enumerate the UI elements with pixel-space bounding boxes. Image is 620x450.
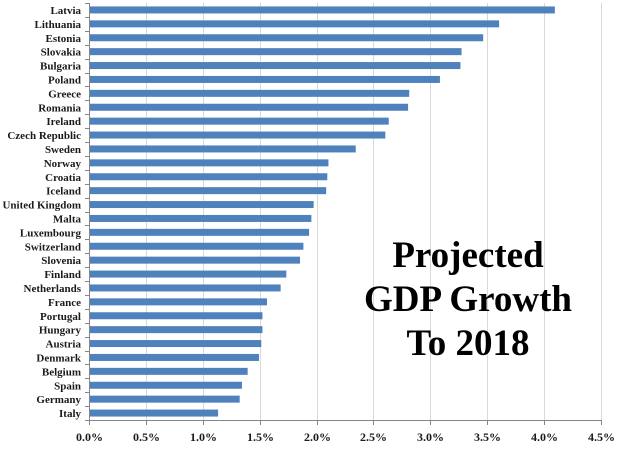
category-label: Belgium xyxy=(42,366,81,378)
bar xyxy=(89,145,356,153)
category-label: Slovenia xyxy=(41,255,81,267)
bar xyxy=(89,298,267,306)
category-label: Greece xyxy=(48,88,81,100)
bar xyxy=(89,395,240,403)
bar xyxy=(89,62,461,70)
bar xyxy=(89,34,484,42)
category-label: Bulgaria xyxy=(40,61,81,73)
bar xyxy=(89,270,287,278)
category-label: Finland xyxy=(44,269,81,281)
x-tick-label: 4.0% xyxy=(531,430,558,444)
bar xyxy=(89,48,462,56)
category-label: Luxembourg xyxy=(20,227,82,239)
bar xyxy=(89,103,409,111)
bar xyxy=(89,326,263,334)
x-tick-label: 2.5% xyxy=(360,430,387,444)
chart-annotation: Projected GDP Growth To 2018 xyxy=(348,234,588,366)
bar xyxy=(89,173,328,181)
bar xyxy=(89,367,248,375)
bar xyxy=(89,340,262,348)
category-label: Latvia xyxy=(50,5,81,17)
category-label: France xyxy=(48,297,81,309)
bar xyxy=(89,89,410,97)
category-label: Portugal xyxy=(40,311,81,323)
bar xyxy=(89,284,281,292)
category-label: Romania xyxy=(38,102,81,114)
category-label: Iceland xyxy=(46,186,81,198)
bar xyxy=(89,75,440,83)
bar xyxy=(89,214,312,222)
bar xyxy=(89,228,310,236)
annotation-line-2: GDP Growth xyxy=(364,279,572,320)
x-tick-label: 3.0% xyxy=(417,430,444,444)
bars xyxy=(89,6,555,417)
bar xyxy=(89,187,327,195)
x-tick-label: 1.0% xyxy=(190,430,217,444)
category-label: Lithuania xyxy=(35,19,82,31)
bar xyxy=(89,159,329,167)
gridlines xyxy=(146,3,602,420)
x-tick-label: 3.5% xyxy=(474,430,501,444)
category-label: Poland xyxy=(48,74,81,86)
x-tick-labels: 0.0% 0.5% 1.0% 1.5% 2.0% 2.5% 3.0% 3.5% 4.0% 4.5% xyxy=(76,430,615,444)
bar xyxy=(89,6,555,14)
x-tick-label: 0.0% xyxy=(76,430,103,444)
category-label: Czech Republic xyxy=(7,130,81,142)
bar xyxy=(89,409,219,417)
category-label: Slovakia xyxy=(41,47,82,59)
category-label: Netherlands xyxy=(24,283,82,295)
bar xyxy=(89,20,500,28)
x-tick-label: 4.5% xyxy=(588,430,615,444)
category-label: Norway xyxy=(44,158,82,170)
category-label: Spain xyxy=(54,380,81,392)
bar xyxy=(89,201,314,209)
category-label: Sweden xyxy=(45,144,81,156)
bar xyxy=(89,353,260,361)
category-label: Germany xyxy=(36,394,81,406)
category-label: Hungary xyxy=(39,325,82,337)
x-tick-label: 2.0% xyxy=(304,430,331,444)
bar xyxy=(89,242,304,250)
category-label: Croatia xyxy=(45,172,81,184)
annotation-line-1: Projected xyxy=(392,235,544,276)
category-label: Switzerland xyxy=(25,241,81,253)
axes xyxy=(85,3,602,425)
bar xyxy=(89,117,389,125)
bar xyxy=(89,131,386,139)
x-tick-label: 1.5% xyxy=(247,430,274,444)
bar xyxy=(89,381,242,389)
category-labels: LatviaLithuaniaEstoniaSlovakiaBulgariaPo… xyxy=(2,5,81,420)
category-label: Ireland xyxy=(46,116,81,128)
category-label: Denmark xyxy=(36,352,81,364)
x-tick-label: 0.5% xyxy=(133,430,160,444)
category-label: United Kingdom xyxy=(2,200,81,212)
annotation-line-3: To 2018 xyxy=(406,323,530,364)
category-label: Malta xyxy=(53,213,82,225)
bar xyxy=(89,256,300,264)
category-label: Austria xyxy=(46,339,82,351)
category-label: Italy xyxy=(59,408,82,420)
category-label: Estonia xyxy=(46,33,82,45)
bar xyxy=(89,312,263,320)
